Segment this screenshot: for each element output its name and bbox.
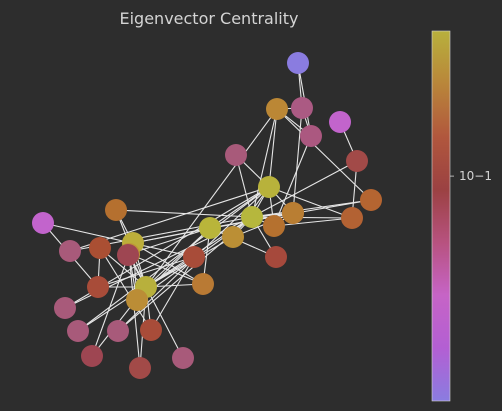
node-15	[67, 320, 89, 342]
edge-28-33	[251, 199, 372, 218]
edge-23-29	[273, 217, 353, 227]
node-11	[172, 347, 194, 369]
node-23	[263, 215, 285, 237]
node-16	[32, 212, 54, 234]
node-28	[360, 189, 382, 211]
node-12	[129, 357, 151, 379]
edge-31-33	[251, 108, 278, 218]
node-4	[89, 237, 111, 259]
node-33	[241, 206, 263, 228]
node-34	[287, 52, 309, 74]
node-14	[54, 297, 76, 319]
node-26	[346, 150, 368, 172]
chart-title: Eigenvector Centrality	[120, 9, 299, 28]
edge-5-10	[150, 256, 195, 331]
edge-4-10	[99, 247, 152, 331]
node-17	[81, 345, 103, 367]
edge-26-33	[251, 160, 358, 218]
edge-3-12	[128, 253, 141, 369]
node-19	[105, 199, 127, 221]
node-layer	[32, 52, 382, 379]
node-35	[329, 111, 351, 133]
node-32	[258, 176, 280, 198]
node-13	[126, 289, 148, 311]
edge-23-25	[273, 135, 312, 227]
edge-3-7	[128, 253, 204, 285]
node-9	[265, 246, 287, 268]
colorbar-tick-label: 10−1	[459, 169, 492, 183]
node-20	[59, 240, 81, 262]
node-25	[300, 125, 322, 147]
edge-31-32	[268, 108, 278, 188]
node-30	[282, 202, 304, 224]
node-18	[107, 320, 129, 342]
edge-5-6	[97, 256, 195, 288]
colorbar-ticks: 10−1	[450, 169, 492, 183]
node-22	[225, 144, 247, 166]
colorbar	[431, 30, 451, 402]
node-6	[87, 276, 109, 298]
node-8	[222, 226, 244, 248]
node-5	[183, 246, 205, 268]
edge-0-31	[145, 108, 278, 288]
node-31	[266, 98, 288, 120]
edge-29-32	[268, 186, 353, 219]
edge-24-27	[292, 107, 303, 214]
node-24	[291, 97, 313, 119]
edge-layer	[42, 62, 372, 369]
node-7	[192, 273, 214, 295]
edge-28-31	[276, 108, 372, 201]
node-29	[341, 207, 363, 229]
node-21	[117, 244, 139, 266]
node-10	[140, 319, 162, 341]
edge-5-16	[42, 222, 195, 258]
node-2	[199, 217, 221, 239]
edge-15-32	[77, 186, 270, 332]
edge-2-3	[128, 227, 211, 255]
edge-19-33	[115, 209, 253, 218]
